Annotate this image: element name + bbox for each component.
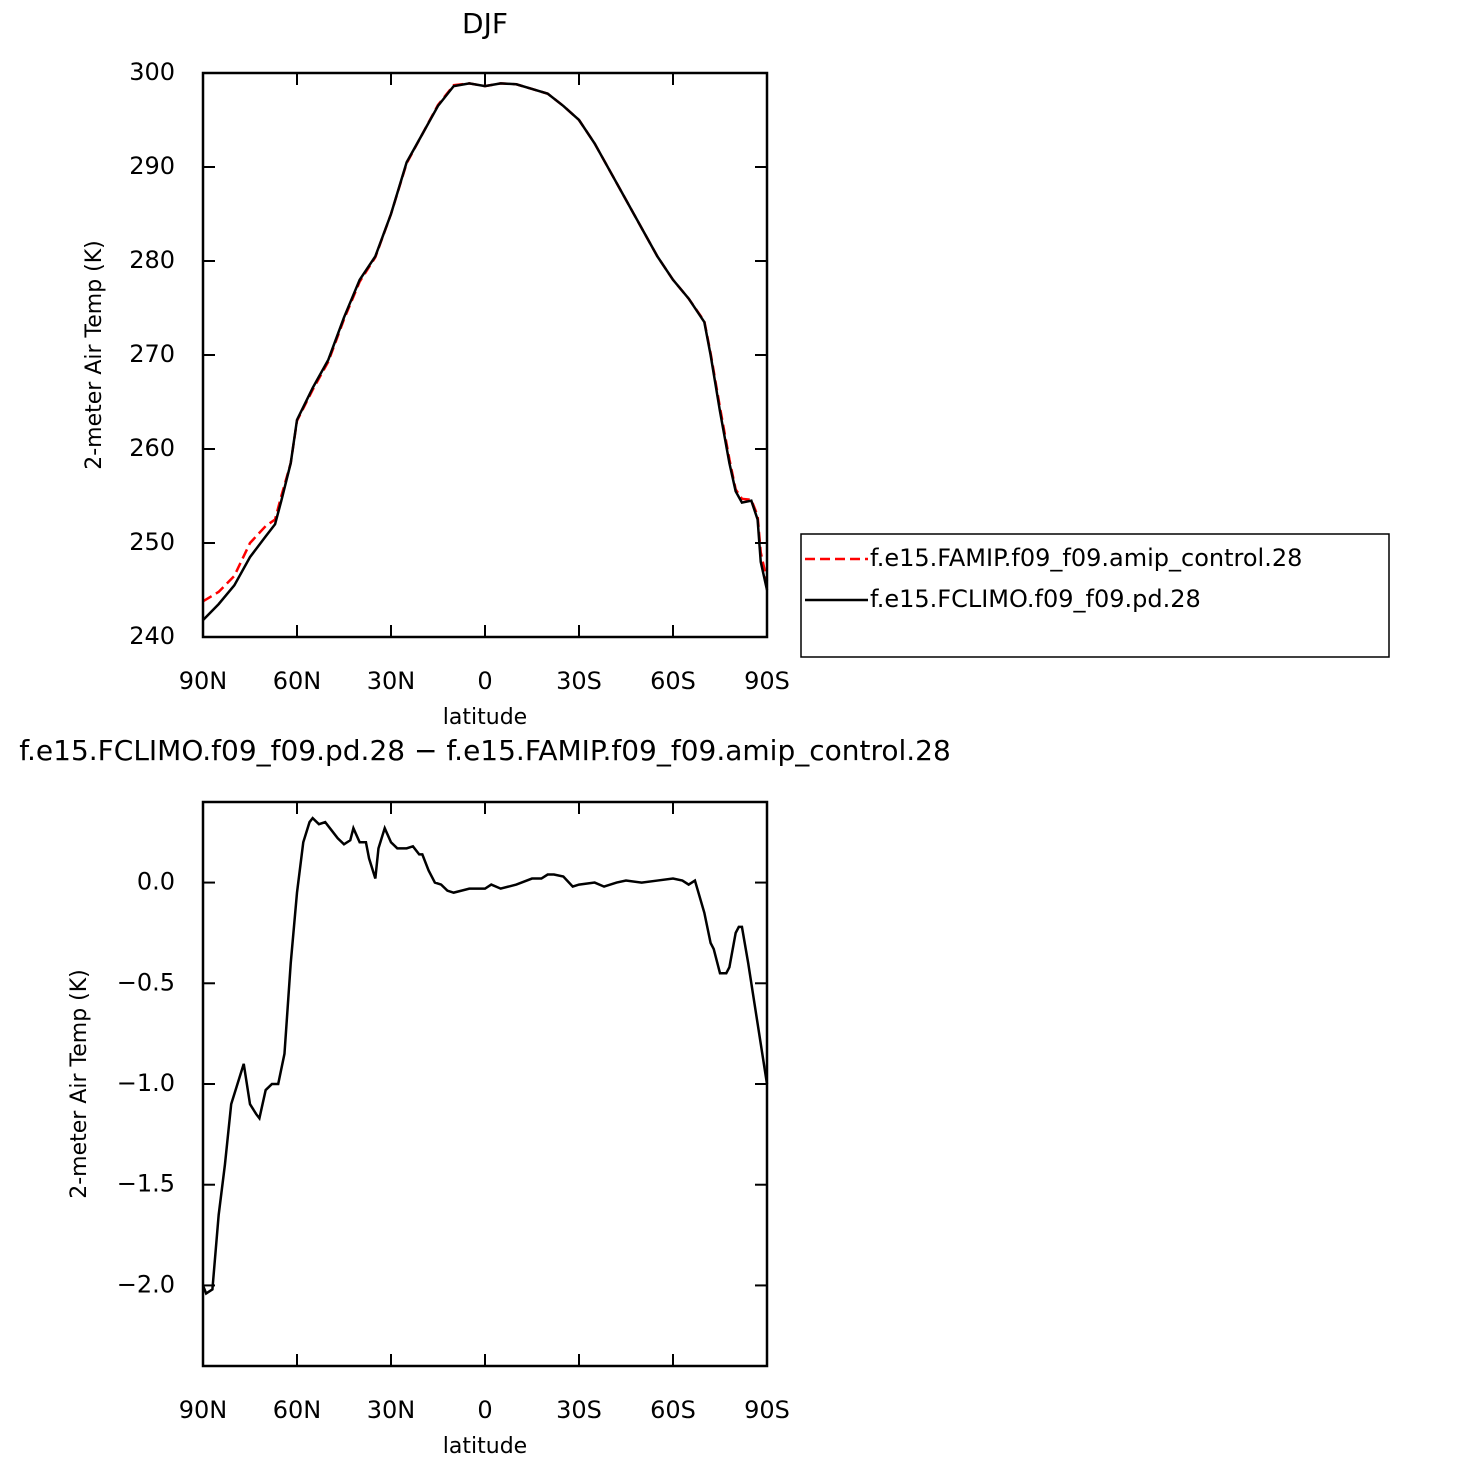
x-tick-label: 90N xyxy=(179,667,228,695)
y-axis-label: 2-meter Air Temp (K) xyxy=(82,240,107,470)
x-axis-label: latitude xyxy=(443,705,527,730)
x-tick-label: 90S xyxy=(744,667,790,695)
legend-box xyxy=(800,533,1390,658)
y-tick-label: 250 xyxy=(129,528,175,556)
x-tick-label: 90N xyxy=(179,1396,228,1424)
plot-frame xyxy=(201,71,769,639)
x-tick-label: 30N xyxy=(367,1396,416,1424)
y-tick-label: −0.5 xyxy=(117,968,175,996)
x-tick-label: 60S xyxy=(650,1396,696,1424)
chart-title: DJF xyxy=(462,7,508,40)
x-tick-label: 60S xyxy=(650,667,696,695)
y-tick-label: 270 xyxy=(129,340,175,368)
plot-frame xyxy=(201,800,769,1368)
legend-label: f.e15.FCLIMO.f09_f09.pd.28 xyxy=(870,585,1201,613)
x-tick-label: 60N xyxy=(273,667,322,695)
y-tick-label: −2.0 xyxy=(117,1270,175,1298)
y-tick-label: 280 xyxy=(129,246,175,274)
x-axis-label: latitude xyxy=(443,1434,527,1459)
y-tick-label: 0.0 xyxy=(137,868,175,896)
legend-label: f.e15.FAMIP.f09_f09.amip_control.28 xyxy=(870,544,1302,572)
y-tick-label: −1.5 xyxy=(117,1170,175,1198)
y-tick-label: −1.0 xyxy=(117,1069,175,1097)
chart-title: f.e15.FCLIMO.f09_f09.pd.28 − f.e15.FAMIP… xyxy=(19,734,951,767)
y-tick-label: 240 xyxy=(129,622,175,650)
x-tick-label: 60N xyxy=(273,1396,322,1424)
data-line xyxy=(202,82,769,603)
x-tick-label: 30S xyxy=(556,667,602,695)
y-tick-label: 300 xyxy=(129,58,175,86)
data-line xyxy=(201,816,769,1296)
y-tick-label: 260 xyxy=(129,434,175,462)
x-tick-label: 0 xyxy=(477,1396,492,1424)
x-tick-label: 30N xyxy=(367,667,416,695)
y-axis-label: 2-meter Air Temp (K) xyxy=(67,969,92,1199)
x-tick-label: 90S xyxy=(744,1396,790,1424)
data-line xyxy=(202,82,769,621)
y-tick-label: 290 xyxy=(129,152,175,180)
x-tick-label: 0 xyxy=(477,667,492,695)
x-tick-label: 30S xyxy=(556,1396,602,1424)
